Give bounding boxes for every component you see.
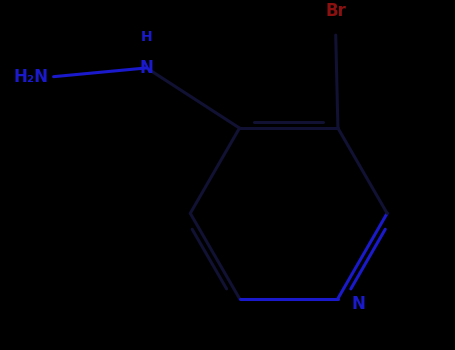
Text: Br: Br — [325, 2, 346, 20]
Text: N: N — [140, 59, 153, 77]
Text: H: H — [141, 30, 152, 44]
Text: H₂N: H₂N — [13, 68, 48, 86]
Text: N: N — [351, 295, 365, 313]
